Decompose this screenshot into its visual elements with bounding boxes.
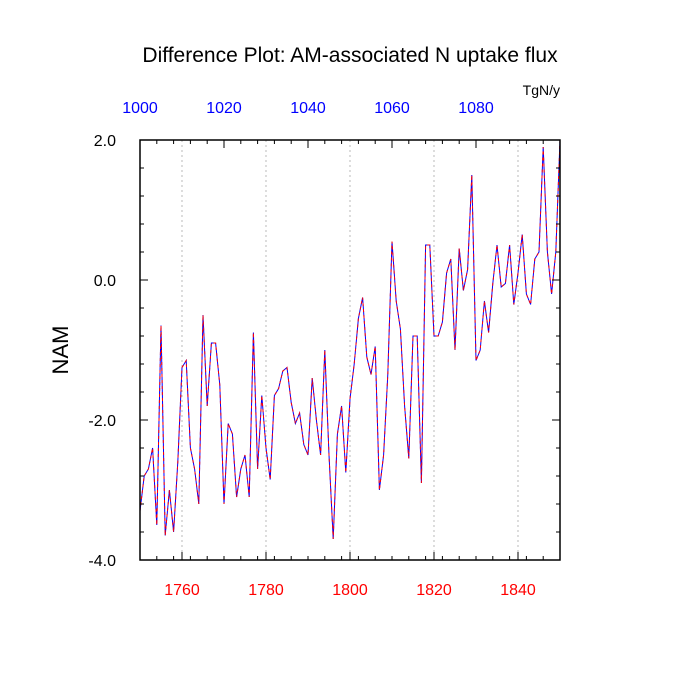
top-tick-label: 1040 <box>290 100 326 117</box>
data-series <box>139 139 561 540</box>
series-line <box>139 139 561 540</box>
top-axis: 1000 1020 1040 1060 1080 <box>122 100 561 148</box>
top-tick-label: 1080 <box>458 100 494 117</box>
x-tick-label: 1780 <box>248 582 284 599</box>
x-tick-label: 1800 <box>332 582 368 599</box>
y-tick-label: 2.0 <box>94 133 116 150</box>
y-axis-label: NAM <box>48 326 73 375</box>
top-tick-label: 1060 <box>374 100 410 117</box>
vertical-gridlines <box>181 140 519 560</box>
left-axis: -4.0 -2.0 0.0 2.0 <box>88 133 148 570</box>
bottom-axis: 1760 1780 1800 1820 1840 <box>139 552 561 599</box>
chart-title: Difference Plot: AM-associated N uptake … <box>142 44 558 67</box>
x-tick-label: 1820 <box>416 582 452 599</box>
top-tick-label: 1000 <box>122 100 158 117</box>
right-axis <box>552 139 560 561</box>
x-tick-label: 1760 <box>164 582 200 599</box>
x-tick-label: 1840 <box>500 582 536 599</box>
series-line-dashed <box>139 139 561 540</box>
top-tick-label: 1020 <box>206 100 242 117</box>
y-tick-label: -2.0 <box>88 413 116 430</box>
y-tick-label: 0.0 <box>94 273 116 290</box>
units-label: TgN/y <box>523 82 560 98</box>
y-tick-label: -4.0 <box>88 553 116 570</box>
